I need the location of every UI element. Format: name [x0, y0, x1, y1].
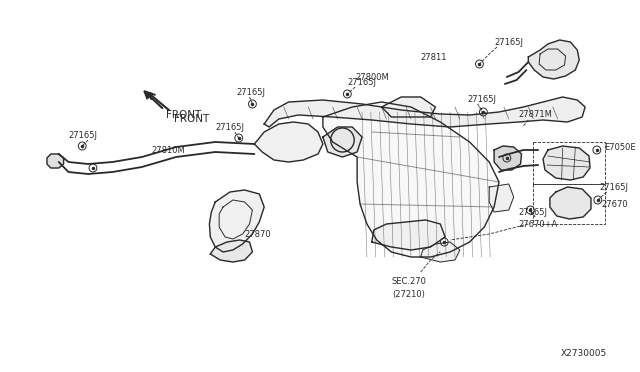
- Text: 27811: 27811: [420, 52, 447, 61]
- Polygon shape: [550, 187, 591, 219]
- Text: 27165J: 27165J: [600, 183, 628, 192]
- Text: 27870: 27870: [244, 230, 271, 238]
- Text: FRONT: FRONT: [174, 114, 209, 124]
- Polygon shape: [254, 122, 323, 162]
- Polygon shape: [494, 146, 522, 170]
- Text: 27165J: 27165J: [348, 77, 376, 87]
- Text: SEC.270: SEC.270: [392, 278, 426, 286]
- Polygon shape: [264, 97, 585, 127]
- Polygon shape: [529, 40, 579, 79]
- Text: 27670: 27670: [602, 199, 628, 208]
- Polygon shape: [323, 102, 499, 257]
- Polygon shape: [211, 240, 252, 262]
- Text: 27165J: 27165J: [468, 94, 497, 103]
- Polygon shape: [47, 154, 63, 168]
- Text: 27670+A: 27670+A: [518, 219, 558, 228]
- Text: 27165J: 27165J: [237, 87, 266, 96]
- Polygon shape: [209, 190, 264, 252]
- Polygon shape: [543, 146, 590, 180]
- Text: 27165J: 27165J: [215, 122, 244, 131]
- Text: 27165J: 27165J: [68, 131, 97, 140]
- Text: FRONT: FRONT: [166, 110, 202, 120]
- Text: X2730005: X2730005: [561, 350, 607, 359]
- Text: 27800M: 27800M: [355, 73, 389, 81]
- Polygon shape: [323, 127, 362, 157]
- Text: 27871M: 27871M: [518, 109, 552, 119]
- Text: 27165J: 27165J: [518, 208, 548, 217]
- Polygon shape: [372, 220, 445, 250]
- Text: (27210): (27210): [392, 289, 426, 298]
- Polygon shape: [381, 97, 435, 117]
- Text: 27165J: 27165J: [494, 38, 523, 46]
- Polygon shape: [489, 184, 514, 212]
- Polygon shape: [420, 242, 460, 262]
- Text: 27810M: 27810M: [152, 145, 186, 154]
- Text: E7050E: E7050E: [604, 142, 636, 151]
